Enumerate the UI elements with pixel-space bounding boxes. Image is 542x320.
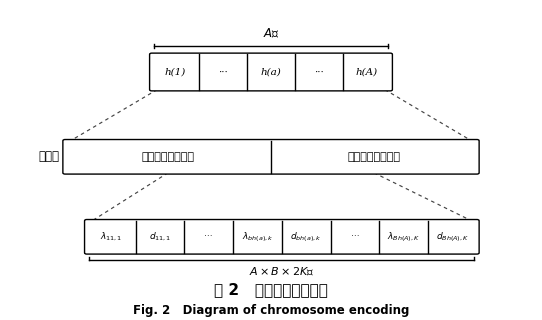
- Text: 目标节点恢复顺序: 目标节点恢复顺序: [141, 152, 195, 162]
- Text: $d_{11,1}$: $d_{11,1}$: [149, 231, 171, 243]
- Text: ···: ···: [218, 68, 228, 76]
- Text: h(a): h(a): [261, 68, 281, 76]
- Text: $d_{bh(a),k}$: $d_{bh(a),k}$: [291, 230, 322, 244]
- Text: $\lambda_{Bh(A),K}$: $\lambda_{Bh(A),K}$: [387, 230, 421, 244]
- FancyBboxPatch shape: [63, 140, 479, 174]
- Text: Fig. 2   Diagram of chromosome encoding: Fig. 2 Diagram of chromosome encoding: [133, 304, 409, 317]
- Text: 应急资源调配方案: 应急资源调配方案: [347, 152, 401, 162]
- Text: $A$位: $A$位: [263, 27, 279, 41]
- Text: $\lambda_{bh(a),k}$: $\lambda_{bh(a),k}$: [242, 230, 273, 244]
- Text: h(A): h(A): [356, 68, 377, 76]
- Text: ···: ···: [351, 232, 359, 241]
- FancyBboxPatch shape: [85, 220, 479, 254]
- Text: $d_{Bh(A),K}$: $d_{Bh(A),K}$: [436, 230, 469, 244]
- Text: 图 2   染色体编码示意图: 图 2 染色体编码示意图: [214, 282, 328, 297]
- FancyBboxPatch shape: [150, 53, 392, 91]
- Text: h(1): h(1): [165, 68, 186, 76]
- Text: ···: ···: [204, 232, 213, 241]
- Text: $\lambda_{11,1}$: $\lambda_{11,1}$: [100, 231, 122, 243]
- Text: $A\times B\times 2K$位: $A\times B\times 2K$位: [249, 265, 314, 276]
- Text: 染色体: 染色体: [38, 150, 60, 163]
- Text: ···: ···: [314, 68, 324, 76]
